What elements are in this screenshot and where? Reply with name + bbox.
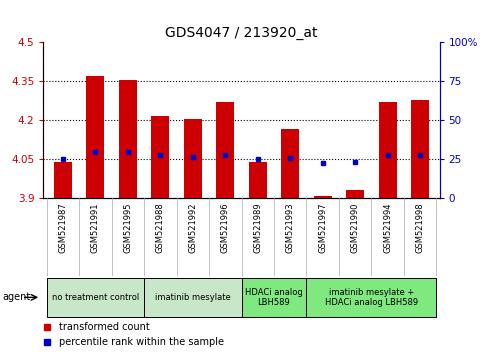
Bar xyxy=(54,162,72,198)
FancyBboxPatch shape xyxy=(242,278,306,317)
FancyBboxPatch shape xyxy=(306,278,436,317)
Text: GSM521990: GSM521990 xyxy=(351,202,360,253)
Text: GSM521994: GSM521994 xyxy=(383,202,392,253)
Bar xyxy=(346,190,364,198)
Text: GSM521992: GSM521992 xyxy=(188,202,197,253)
Text: GSM521997: GSM521997 xyxy=(318,202,327,253)
FancyBboxPatch shape xyxy=(144,278,242,317)
Text: GSM521995: GSM521995 xyxy=(123,202,132,253)
Bar xyxy=(184,119,202,198)
Bar xyxy=(216,102,234,198)
Text: HDACi analog
LBH589: HDACi analog LBH589 xyxy=(245,288,303,307)
Bar xyxy=(379,102,397,198)
Bar xyxy=(411,99,429,198)
Text: imatinib mesylate +
HDACi analog LBH589: imatinib mesylate + HDACi analog LBH589 xyxy=(325,288,418,307)
Text: imatinib mesylate: imatinib mesylate xyxy=(155,293,231,302)
Title: GDS4047 / 213920_at: GDS4047 / 213920_at xyxy=(165,26,318,40)
Bar xyxy=(249,162,267,198)
Text: GSM521991: GSM521991 xyxy=(91,202,100,253)
Text: percentile rank within the sample: percentile rank within the sample xyxy=(59,337,224,348)
Text: GSM521993: GSM521993 xyxy=(286,202,295,253)
Text: agent: agent xyxy=(2,292,30,302)
Bar xyxy=(86,76,104,198)
Text: GSM521989: GSM521989 xyxy=(253,202,262,253)
Bar xyxy=(151,116,169,198)
Text: GSM521996: GSM521996 xyxy=(221,202,230,253)
Text: GSM521987: GSM521987 xyxy=(58,202,68,253)
Bar xyxy=(119,80,137,198)
Text: GSM521998: GSM521998 xyxy=(415,202,425,253)
Text: transformed count: transformed count xyxy=(59,321,150,332)
FancyBboxPatch shape xyxy=(47,278,144,317)
Bar xyxy=(281,130,299,198)
Text: GSM521988: GSM521988 xyxy=(156,202,165,253)
Text: no treatment control: no treatment control xyxy=(52,293,139,302)
Bar xyxy=(314,196,332,198)
